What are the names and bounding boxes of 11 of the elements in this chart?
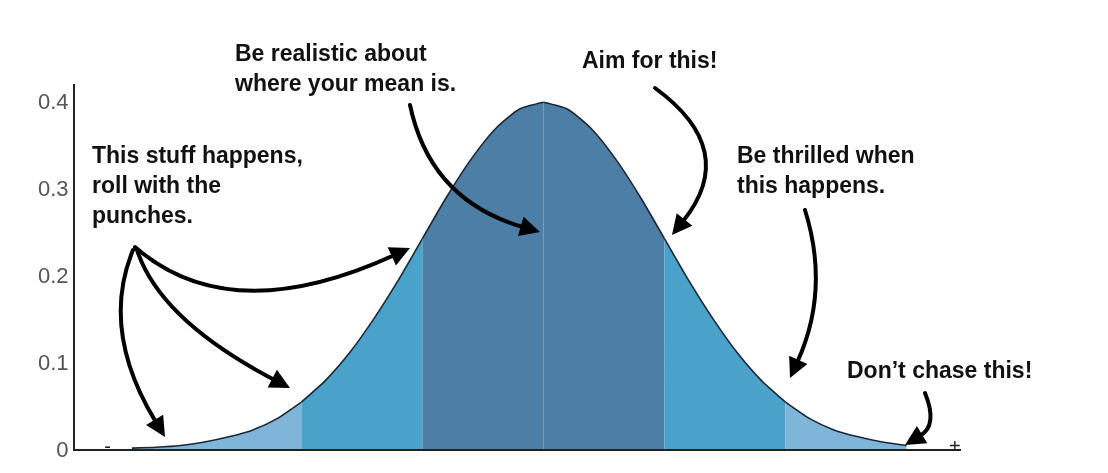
- x-tick-label: -: [104, 435, 112, 457]
- y-tick-label: 0: [56, 436, 69, 462]
- y-tick-label: 0.2: [38, 262, 69, 288]
- annotation: This stuff happens, roll with the punches.: [92, 142, 303, 228]
- y-tick-label: 0.1: [38, 349, 69, 375]
- annotation: Be thrilled when this happens.: [737, 142, 915, 198]
- y-tick-label: 0.3: [38, 175, 69, 201]
- text: Aim for this!: [582, 47, 718, 73]
- y-tick-label: 0.4: [38, 89, 69, 115]
- annotation: Be realistic about where your mean is.: [234, 40, 457, 96]
- annotation: Don’t chase this!: [847, 357, 1033, 383]
